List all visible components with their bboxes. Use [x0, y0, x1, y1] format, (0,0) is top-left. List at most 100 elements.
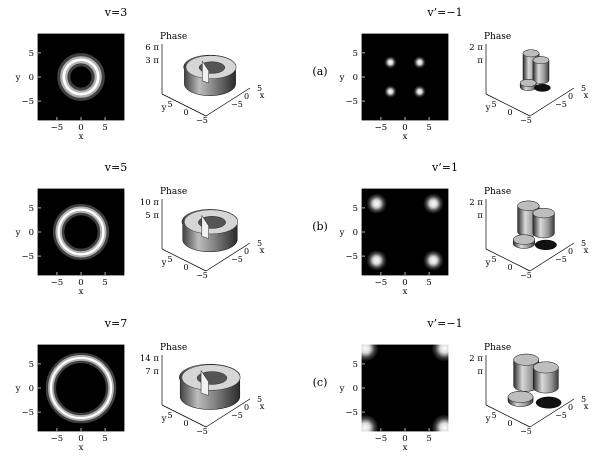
floor-axis-y — [161, 404, 207, 428]
surface-y-tick: −5 — [520, 116, 532, 125]
x-axis-label: x — [403, 287, 408, 297]
y-axis-label: y — [15, 384, 21, 394]
heatmap-frame — [37, 188, 125, 276]
row-label: (c) — [313, 376, 328, 389]
heatmap-right-0: −5 0 5 5 0 −5 x y — [339, 33, 449, 142]
surface-y-tick: 0 — [183, 108, 188, 117]
surface-y-tick: −5 — [196, 271, 208, 280]
ring-core — [57, 208, 105, 256]
phase-axis-title: Phase — [160, 32, 187, 42]
y-tick-label: 5 — [29, 49, 34, 59]
heatmap-left-2: −5 0 5 5 0 −5 x y — [15, 344, 125, 453]
surface-x-label: x — [584, 246, 589, 256]
surface-x-label: x — [584, 91, 589, 101]
phase-tick-top: 14 π — [140, 354, 160, 364]
pillar-top — [519, 79, 537, 87]
phase-tick-mid: 5 π — [145, 211, 159, 221]
pillar-top — [517, 200, 540, 211]
surface-y-tick: −5 — [520, 271, 532, 280]
surface-x-label: x — [260, 246, 265, 256]
phase-axis-title: Phase — [160, 187, 187, 197]
x-tick-label: 0 — [402, 278, 407, 288]
phase-pillars-surface — [512, 200, 557, 250]
x-tick-label: −5 — [51, 123, 64, 133]
phase-helix-surface — [179, 363, 241, 410]
phase-tick-top: 2 π — [469, 354, 483, 364]
y-tick-label: 0 — [29, 384, 34, 394]
surface-step — [202, 60, 209, 84]
y-axis-label: y — [339, 73, 345, 83]
surface-y-tick: −5 — [196, 116, 208, 125]
heatmap-frame — [361, 33, 449, 121]
surface-y-tick: 5 — [491, 411, 496, 420]
surface-x-label: x — [260, 91, 265, 101]
surface-x-tick: 5 — [257, 239, 262, 248]
floor-axis-x — [529, 398, 575, 428]
y-tick-label: 0 — [353, 73, 358, 83]
bright-spot — [384, 85, 397, 98]
phase-axis-title: Phase — [484, 187, 511, 197]
y-tick-label: −5 — [345, 252, 358, 262]
pillar-top — [512, 234, 535, 245]
floor-axis-x — [205, 242, 251, 272]
y-axis-label: y — [15, 228, 21, 238]
surface-x-tick: −5 — [231, 255, 243, 264]
surface-y-tick: −5 — [196, 427, 208, 436]
x-axis-label: x — [79, 287, 84, 297]
surface-y-label: y — [485, 414, 491, 424]
bright-spot — [413, 56, 426, 69]
bright-spot — [431, 335, 458, 362]
x-tick-label: −5 — [51, 434, 64, 444]
x-tick-label: 0 — [402, 123, 407, 133]
x-tick-label: −5 — [375, 434, 388, 444]
y-tick-label: 5 — [353, 49, 358, 59]
heatmap-right-1: −5 0 5 5 0 −5 x y — [339, 188, 449, 297]
y-axis-label: y — [339, 384, 345, 394]
pillar-top — [507, 390, 534, 403]
bright-spot — [352, 414, 379, 441]
heatmap-right-2: −5 0 5 5 0 −5 x y — [339, 335, 458, 453]
surface-x-tick: −5 — [555, 255, 567, 264]
bright-spot — [366, 193, 387, 214]
surface-y-tick: 5 — [167, 411, 172, 420]
phase-axis-title: Phase — [484, 32, 511, 42]
surface-y-tick: 0 — [507, 263, 512, 272]
flat-disk — [535, 396, 562, 409]
phase-helix-surface — [183, 54, 237, 96]
y-tick-label: −5 — [21, 252, 34, 262]
surface-x-tick: 0 — [244, 247, 249, 256]
y-tick-label: −5 — [345, 97, 358, 107]
row-label: (b) — [312, 220, 328, 233]
surface-y-label: y — [485, 103, 491, 113]
floor-axis-y — [161, 93, 207, 117]
x-tick-label: 5 — [102, 434, 107, 444]
surface-x-label: x — [260, 402, 265, 412]
pillar-top — [513, 353, 539, 366]
surface-y-tick: 5 — [167, 255, 172, 264]
pillar-top — [533, 361, 559, 374]
surface-x-tick: 5 — [581, 84, 586, 93]
phase-helix-surface — [181, 209, 238, 253]
bright-spot — [431, 414, 458, 441]
x-tick-label: −5 — [375, 278, 388, 288]
surface-step — [200, 369, 209, 396]
flat-disk — [534, 239, 557, 250]
bright-spot — [352, 335, 379, 362]
phase-tick-top: 6 π — [145, 43, 159, 53]
surface-y-label: y — [485, 258, 491, 268]
surface-x-tick: −5 — [231, 411, 243, 420]
heatmap-left-1: −5 0 5 5 0 −5 x y — [15, 188, 125, 297]
y-tick-label: 5 — [29, 360, 34, 370]
phase-axis-title: Phase — [160, 343, 187, 353]
panel-title-left: v=7 — [104, 317, 127, 330]
y-tick-label: 0 — [29, 73, 34, 83]
floor-axis-x — [529, 87, 575, 117]
heatmap-left-0: −5 0 5 5 0 −5 x y — [15, 33, 125, 142]
pillar-top — [532, 56, 550, 65]
y-tick-label: 5 — [29, 204, 34, 214]
